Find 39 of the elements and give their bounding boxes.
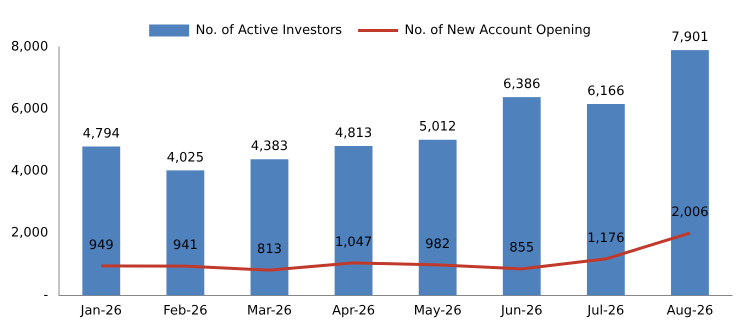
bar — [586, 104, 625, 296]
y-tick-label: 6,000 — [11, 101, 48, 116]
data-label: 7,901 — [671, 30, 709, 45]
bar — [166, 170, 204, 296]
x-tick-label: Jun-26 — [500, 304, 543, 319]
data-label: 949 — [88, 238, 114, 253]
legend-label: No. of Active Investors — [196, 22, 342, 38]
bar — [418, 140, 457, 296]
legend-label: No. of New Account Opening — [404, 22, 591, 38]
bar — [250, 159, 288, 296]
x-tick-label: Aug-26 — [666, 304, 714, 319]
x-tick-label: Mar-26 — [246, 304, 292, 319]
data-label: 4,383 — [250, 139, 288, 154]
data-label: 813 — [257, 242, 282, 258]
y-tick-label: 8,000 — [11, 39, 48, 54]
data-label: 1,176 — [587, 230, 624, 246]
data-label: 982 — [425, 236, 450, 252]
data-label: 2,006 — [671, 204, 709, 220]
data-label: 6,386 — [503, 76, 540, 92]
y-tick-label: 2,000 — [11, 226, 48, 241]
data-label: 4,813 — [334, 126, 372, 141]
data-label: 4,794 — [82, 126, 120, 142]
bar — [334, 146, 372, 296]
data-label: 855 — [509, 240, 534, 256]
x-tick-label: May-26 — [414, 304, 462, 319]
data-label: 4,025 — [166, 150, 204, 166]
x-tick-label: Apr-26 — [332, 304, 376, 319]
y-tick-label: 4,000 — [11, 164, 48, 179]
data-label: 6,166 — [587, 84, 624, 99]
x-tick-label: Feb-26 — [163, 304, 208, 319]
bar — [82, 146, 120, 296]
x-tick-label: Jan-26 — [80, 304, 122, 319]
bar — [671, 50, 709, 296]
y-tick-label: - — [44, 288, 49, 303]
data-label: 1,047 — [334, 234, 372, 250]
data-label: 5,012 — [419, 120, 456, 135]
data-label: 941 — [172, 238, 198, 254]
x-tick-label: Jul-26 — [586, 304, 624, 319]
bar — [502, 97, 541, 296]
